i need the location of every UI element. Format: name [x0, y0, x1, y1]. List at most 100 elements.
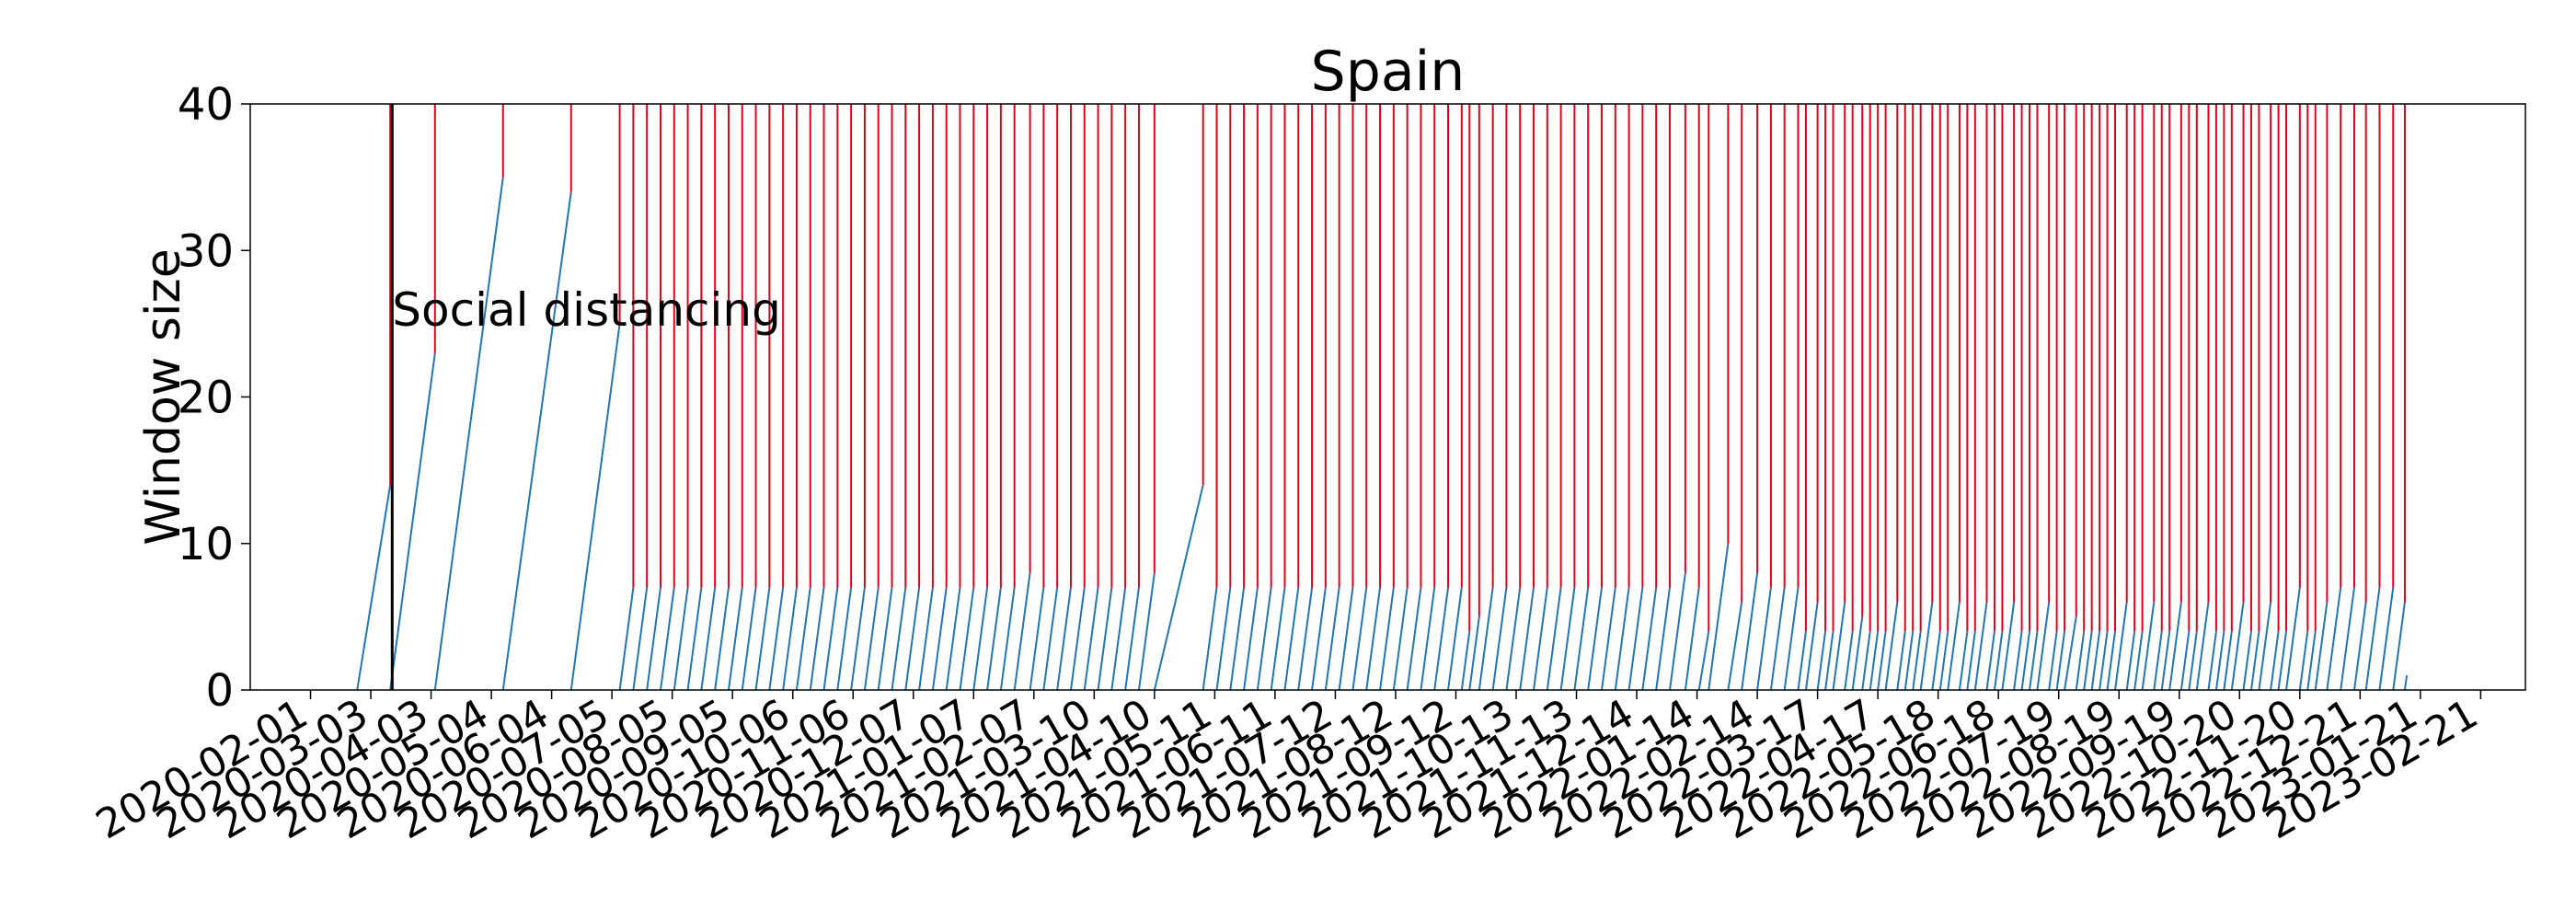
window-size-segment: [2083, 631, 2093, 691]
window-size-segment: [1311, 587, 1327, 691]
window-size-segment: [1797, 631, 1807, 691]
window-size-segment: [618, 587, 635, 691]
window-size-segment: [2207, 631, 2217, 691]
window-size-segment: [1447, 587, 1463, 691]
window-size-segment: [1573, 587, 1590, 691]
window-size-segment: [2195, 602, 2210, 691]
window-size-segment: [1938, 631, 1949, 691]
window-size-segment: [2020, 631, 2031, 691]
window-size-segment: [659, 587, 675, 691]
window-size-segment: [904, 587, 921, 691]
window-size-segment: [1832, 602, 1846, 691]
window-size-segment: [2114, 602, 2128, 691]
window-size-segment: [389, 352, 436, 691]
window-size-segment: [1202, 587, 1218, 691]
window-size-segment: [918, 587, 934, 691]
window-size-segment: [1601, 587, 1616, 691]
x-axis: 2020-02-012020-03-032020-04-032020-05-04…: [88, 690, 2486, 848]
window-size-segment: [1351, 587, 1368, 691]
window-size-segment: [1947, 602, 1961, 691]
window-size-segment: [1931, 631, 1941, 691]
window-size-segment: [1042, 587, 1059, 691]
window-size-segment: [1919, 602, 1934, 691]
window-size-segment: [1283, 587, 1300, 691]
y-axis-label: Window size: [136, 248, 191, 545]
window-size-segment: [2364, 587, 2381, 691]
window-size-segment: [1727, 602, 1743, 691]
window-size-segment: [1697, 631, 1710, 691]
window-size-segment: [972, 587, 989, 691]
window-size-segment: [1973, 602, 1988, 691]
window-size-segment: [1406, 587, 1422, 691]
window-size-segment: [714, 587, 730, 691]
window-size-segment: [959, 587, 975, 691]
window-size-segment: [1468, 616, 1480, 691]
window-size-segment: [1824, 631, 1834, 691]
window-size-segment: [2036, 602, 2051, 691]
window-size-segment: [1896, 631, 1906, 691]
window-size-segment: [2153, 631, 2163, 691]
window-size-segment: [1137, 572, 1156, 691]
window-size-segment: [356, 484, 392, 691]
y-tick-label: 0: [205, 665, 234, 717]
window-size-segment: [2214, 631, 2225, 691]
window-size-segment: [2326, 587, 2342, 691]
window-size-segment: [1884, 602, 1899, 691]
window-size-segment: [646, 587, 661, 691]
window-size-segment: [836, 587, 853, 691]
window-size-segment: [1533, 587, 1548, 691]
window-size-segment: [2392, 602, 2406, 691]
window-size-segment: [795, 587, 811, 691]
window-size-segment: [433, 177, 504, 691]
window-size-segment: [727, 587, 743, 691]
window-size-segment: [1229, 587, 1246, 691]
window-size-segment: [2258, 602, 2272, 691]
window-size-segment: [1804, 602, 1819, 691]
window-size-segment: [1668, 572, 1686, 691]
window-size-segment: [1966, 631, 1976, 691]
window-size-segment: [673, 587, 689, 691]
window-size-segment: [768, 587, 785, 691]
series-layer: [356, 177, 2409, 691]
window-size-segment: [1420, 587, 1436, 691]
window-size-segment: [1392, 587, 1409, 691]
window-size-segment: [2188, 631, 2198, 691]
window-size-segment: [863, 587, 880, 691]
window-size-segment: [1519, 587, 1535, 691]
window-size-segment: [1741, 572, 1759, 691]
window-size-segment: [1877, 631, 1887, 691]
window-size-segment: [1505, 587, 1522, 691]
window-size-segment: [1783, 587, 1800, 691]
window-size-segment: [945, 587, 961, 691]
window-size-segment: [1124, 587, 1140, 691]
window-size-segment: [1756, 587, 1772, 691]
window-size-segment: [2029, 631, 2039, 691]
window-size-segment: [1851, 616, 1864, 691]
window-size-segment: [1110, 587, 1127, 691]
window-size-segment: [2075, 631, 2086, 691]
window-size-segment: [1297, 587, 1314, 691]
window-size-segment: [850, 587, 866, 691]
window-size-segment: [1491, 587, 1508, 691]
window-size-segment: [1958, 631, 1969, 691]
window-size-segment: [2133, 631, 2144, 691]
window-size-segment: [2298, 631, 2309, 691]
window-size-segment: [782, 587, 798, 691]
window-size-segment: [1684, 587, 1700, 691]
window-size-segment: [2249, 631, 2260, 691]
window-size-segment: [1069, 587, 1086, 691]
window-size-segment: [986, 587, 1002, 691]
window-size-segment: [877, 587, 893, 691]
y-tick-label: 20: [178, 373, 234, 424]
window-size-segment: [2242, 631, 2252, 691]
window-size-segment: [2403, 674, 2409, 691]
window-size-segment: [1769, 587, 1786, 691]
window-size-segment: [2064, 616, 2077, 691]
window-size-segment: [2314, 602, 2329, 691]
window-size-segment: [931, 587, 948, 691]
window-size-segment: [754, 587, 771, 691]
window-size-segment: [1614, 587, 1630, 691]
window-size-segment: [2168, 602, 2182, 691]
window-size-segment: [2277, 631, 2288, 691]
